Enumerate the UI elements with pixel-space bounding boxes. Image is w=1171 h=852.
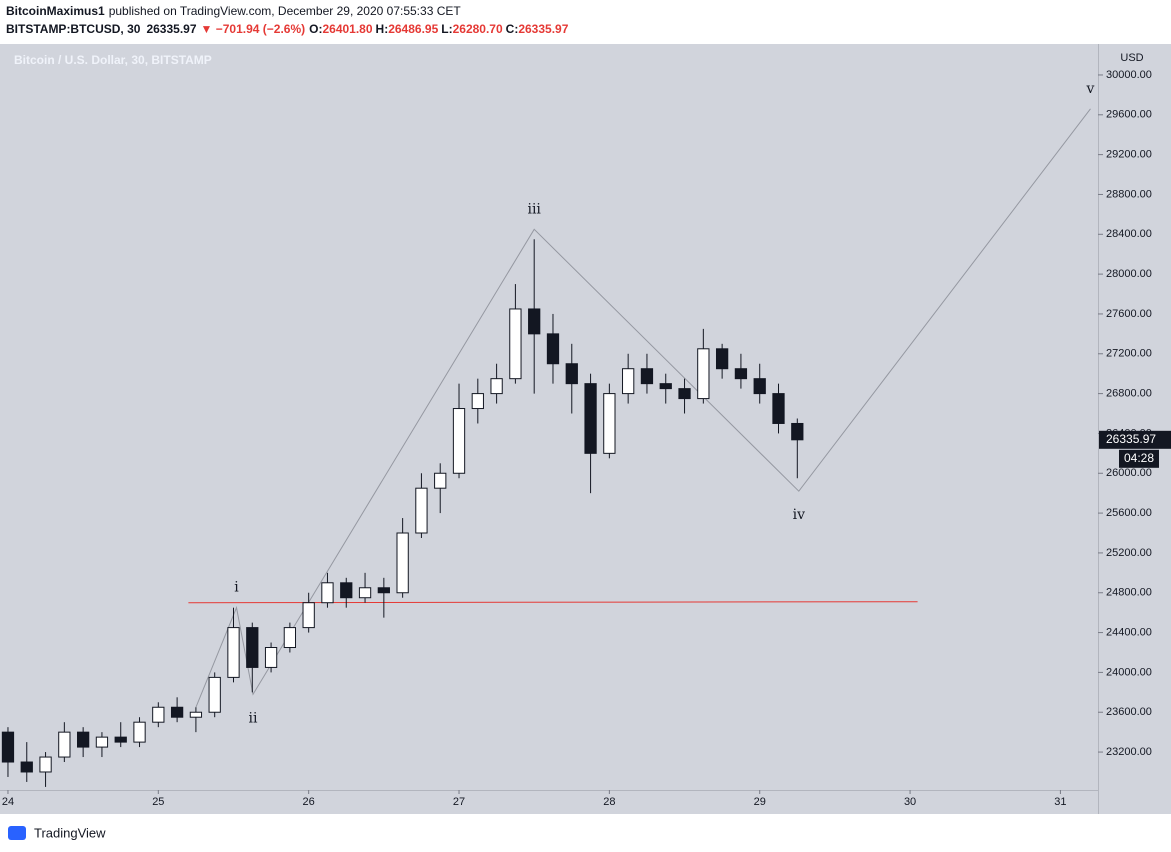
candle-body bbox=[77, 731, 90, 748]
price-tag-label: 26335.97 bbox=[1106, 432, 1156, 446]
candle-body bbox=[622, 368, 635, 395]
brand: TradingView bbox=[34, 825, 106, 840]
author: BitcoinMaximus1 bbox=[6, 4, 105, 18]
ohlc-label: O: bbox=[309, 22, 322, 36]
change: ▼ −701.94 (−2.6%) bbox=[201, 22, 306, 36]
y-tick-label: 29600.00 bbox=[1106, 109, 1152, 121]
candle-body bbox=[302, 602, 315, 629]
candle-body bbox=[772, 393, 785, 424]
candle-body bbox=[95, 736, 109, 748]
y-tick-label: 29200.00 bbox=[1106, 149, 1152, 161]
candle-body bbox=[340, 582, 353, 599]
candle-body bbox=[509, 308, 522, 380]
ohlc-value: 26486.95 bbox=[388, 22, 438, 36]
header-line-1: BitcoinMaximus1 published on TradingView.… bbox=[6, 4, 461, 18]
candle-body bbox=[715, 348, 729, 370]
y-tick-label: 24000.00 bbox=[1106, 666, 1152, 678]
candle-body bbox=[546, 333, 560, 365]
y-tick-label: 25600.00 bbox=[1106, 507, 1152, 519]
candle-body bbox=[1, 731, 15, 763]
y-tick-label: 23200.00 bbox=[1106, 746, 1152, 758]
candle-body bbox=[358, 587, 372, 599]
candle-body bbox=[471, 393, 484, 410]
y-tick-label: 26800.00 bbox=[1106, 388, 1152, 400]
y-tick-label: 27600.00 bbox=[1106, 308, 1152, 320]
candle-body bbox=[246, 627, 259, 668]
candle-body bbox=[791, 422, 804, 441]
x-tick-label: 25 bbox=[152, 796, 164, 808]
x-tick-label: 26 bbox=[303, 796, 315, 808]
wave-label: v bbox=[1086, 81, 1095, 97]
ohlc-value: 26335.97 bbox=[518, 22, 568, 36]
candle-body bbox=[490, 378, 503, 395]
candle-body bbox=[170, 706, 184, 718]
y-tick-label: 26000.00 bbox=[1106, 467, 1152, 479]
y-tick-label: 24400.00 bbox=[1106, 626, 1152, 638]
candle-body bbox=[58, 731, 71, 758]
candle-body bbox=[697, 348, 710, 400]
candle-body bbox=[152, 706, 165, 723]
y-tick-label: 24800.00 bbox=[1106, 587, 1152, 599]
x-tick-label: 27 bbox=[453, 796, 465, 808]
candle-body bbox=[565, 363, 578, 385]
ohlc-label: C: bbox=[506, 22, 519, 36]
y-tick-label: 23600.00 bbox=[1106, 706, 1152, 718]
y-tick-label: 28800.00 bbox=[1106, 188, 1152, 200]
candle-body bbox=[321, 582, 334, 604]
candle-body bbox=[396, 532, 409, 594]
candle-body bbox=[377, 587, 390, 594]
candle-body bbox=[528, 308, 541, 335]
symbol: BITSTAMP:BTCUSD, 30 bbox=[6, 22, 141, 36]
candle-body bbox=[415, 487, 428, 534]
x-tick-label: 30 bbox=[904, 796, 916, 808]
y-tick-label: 25200.00 bbox=[1106, 547, 1152, 559]
candle-body bbox=[659, 383, 672, 390]
x-tick-label: 31 bbox=[1054, 796, 1066, 808]
price: 26335.97 bbox=[146, 22, 196, 36]
axis-unit: USD bbox=[1120, 52, 1143, 64]
y-tick-label: 27200.00 bbox=[1106, 348, 1152, 360]
candle-body bbox=[208, 676, 221, 713]
ohlc-value: 26280.70 bbox=[453, 22, 503, 36]
y-tick-label: 28000.00 bbox=[1106, 268, 1152, 280]
candle-body bbox=[39, 756, 52, 773]
candle-body bbox=[584, 383, 597, 454]
wave-line bbox=[195, 108, 1091, 708]
ohlc-value: 26401.80 bbox=[322, 22, 372, 36]
y-tick-label: 28400.00 bbox=[1106, 228, 1152, 240]
x-tick-label: 24 bbox=[2, 796, 14, 808]
candle-body bbox=[114, 736, 127, 743]
candle-body bbox=[434, 472, 447, 489]
wave-label: ii bbox=[249, 710, 258, 726]
ohlc-label: L: bbox=[441, 22, 452, 36]
candle-body bbox=[264, 647, 278, 668]
x-tick-label: 28 bbox=[603, 796, 615, 808]
candle-body bbox=[640, 368, 654, 385]
ohlc-label: H: bbox=[376, 22, 389, 36]
candle-body bbox=[227, 627, 240, 678]
published: published on TradingView.com, December 2… bbox=[109, 4, 462, 18]
wave-label: i bbox=[234, 580, 239, 596]
y-tick-label: 30000.00 bbox=[1106, 69, 1152, 81]
x-tick-label: 29 bbox=[754, 796, 766, 808]
logo-icon bbox=[8, 826, 26, 840]
wave-label: iii bbox=[527, 201, 541, 217]
price-tag bbox=[1099, 430, 1171, 449]
candle-body bbox=[20, 761, 33, 773]
countdown-tag bbox=[1119, 449, 1159, 468]
candle-body bbox=[734, 368, 748, 380]
candle-body bbox=[603, 393, 616, 454]
candle-body bbox=[678, 388, 691, 400]
candle-body bbox=[189, 711, 203, 718]
wave-label: iv bbox=[793, 507, 805, 523]
candle-body bbox=[133, 721, 146, 743]
candle-body bbox=[283, 627, 297, 649]
chart-title: Bitcoin / U.S. Dollar, 30, BITSTAMP bbox=[14, 53, 212, 67]
countdown-label: 04:28 bbox=[1124, 451, 1154, 465]
candle-body bbox=[753, 378, 766, 395]
candle-body bbox=[452, 408, 466, 474]
header-line-2: BITSTAMP:BTCUSD, 30 26335.97 ▼ −701.94 (−2… bbox=[6, 22, 569, 36]
